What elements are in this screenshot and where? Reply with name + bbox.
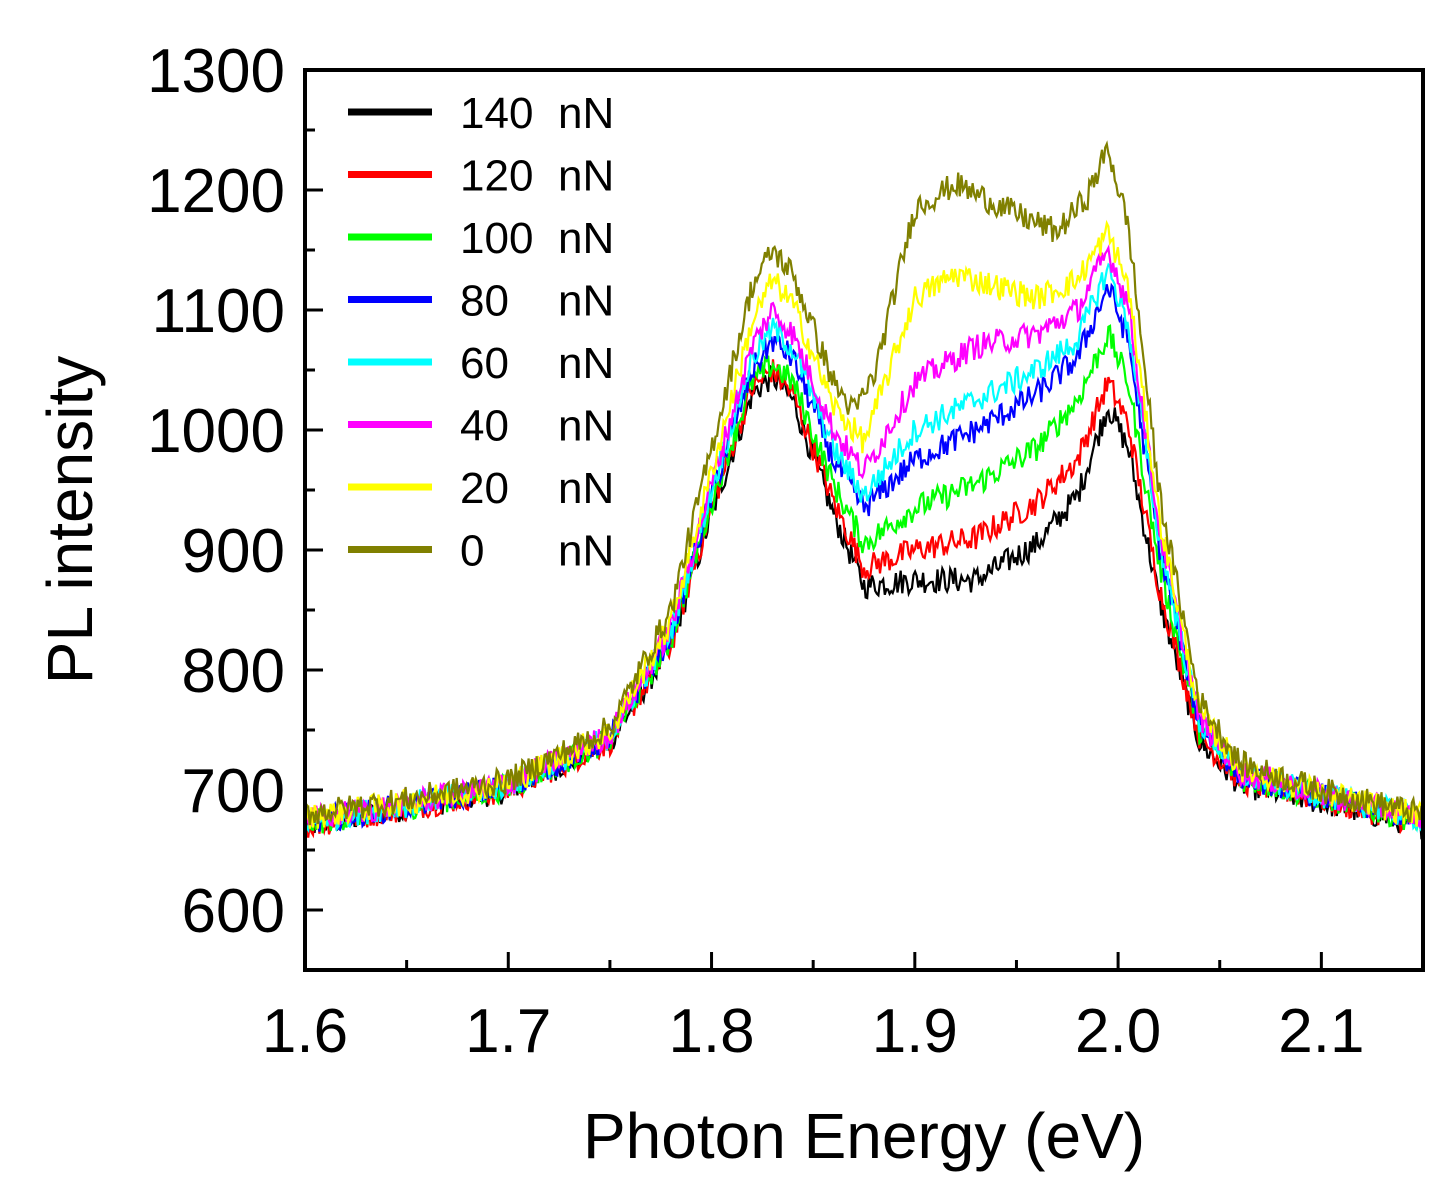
legend-unit: nN: [558, 527, 614, 576]
x-tick-label: 1.7: [465, 997, 551, 1066]
legend-value: 100: [460, 214, 533, 263]
y-tick-label: 1200: [147, 157, 285, 226]
legend: 140 nN 120 nN 100 nN 80 nN 60 nN 40 nN 20 nN 0 nN: [348, 89, 614, 576]
series-line-0-nN: [303, 140, 1423, 826]
legend-unit: nN: [558, 214, 614, 263]
y-axis: 600 700 800 900 1000 1100 1200 1300: [147, 37, 323, 946]
x-tick-label: 2.0: [1075, 997, 1161, 1066]
legend-unit: nN: [558, 89, 614, 138]
legend-unit: nN: [558, 339, 614, 388]
y-tick-label: 800: [182, 637, 285, 706]
legend-value: 140: [460, 89, 533, 138]
legend-value: 60: [460, 339, 509, 388]
y-tick-label: 600: [182, 877, 285, 946]
legend-value: 20: [460, 464, 509, 513]
x-axis-title: Photon Energy (eV): [583, 1100, 1145, 1172]
y-tick-label: 700: [182, 757, 285, 826]
x-tick-label: 1.6: [262, 997, 348, 1066]
y-axis-title: PL intensity: [34, 356, 106, 684]
legend-value: 80: [460, 277, 509, 326]
x-tick-label: 1.9: [872, 997, 958, 1066]
y-tick-label: 1000: [147, 397, 285, 466]
legend-value: 0: [460, 527, 484, 576]
plot-frame: [303, 68, 1425, 972]
legend-unit: nN: [558, 152, 614, 201]
legend-unit: nN: [558, 464, 614, 513]
x-tick-label: 2.1: [1278, 997, 1364, 1066]
legend-value: 120: [460, 152, 533, 201]
legend-unit: nN: [558, 402, 614, 451]
legend-unit: nN: [558, 277, 614, 326]
series-layer: [303, 140, 1425, 841]
legend-value: 40: [460, 402, 509, 451]
x-axis: 1.6 1.7 1.8 1.9 2.0 2.1: [262, 952, 1364, 1066]
y-tick-label: 900: [182, 517, 285, 586]
y-tick-label: 1300: [147, 37, 285, 106]
y-tick-label: 1100: [152, 277, 285, 346]
x-tick-label: 1.8: [668, 997, 754, 1066]
